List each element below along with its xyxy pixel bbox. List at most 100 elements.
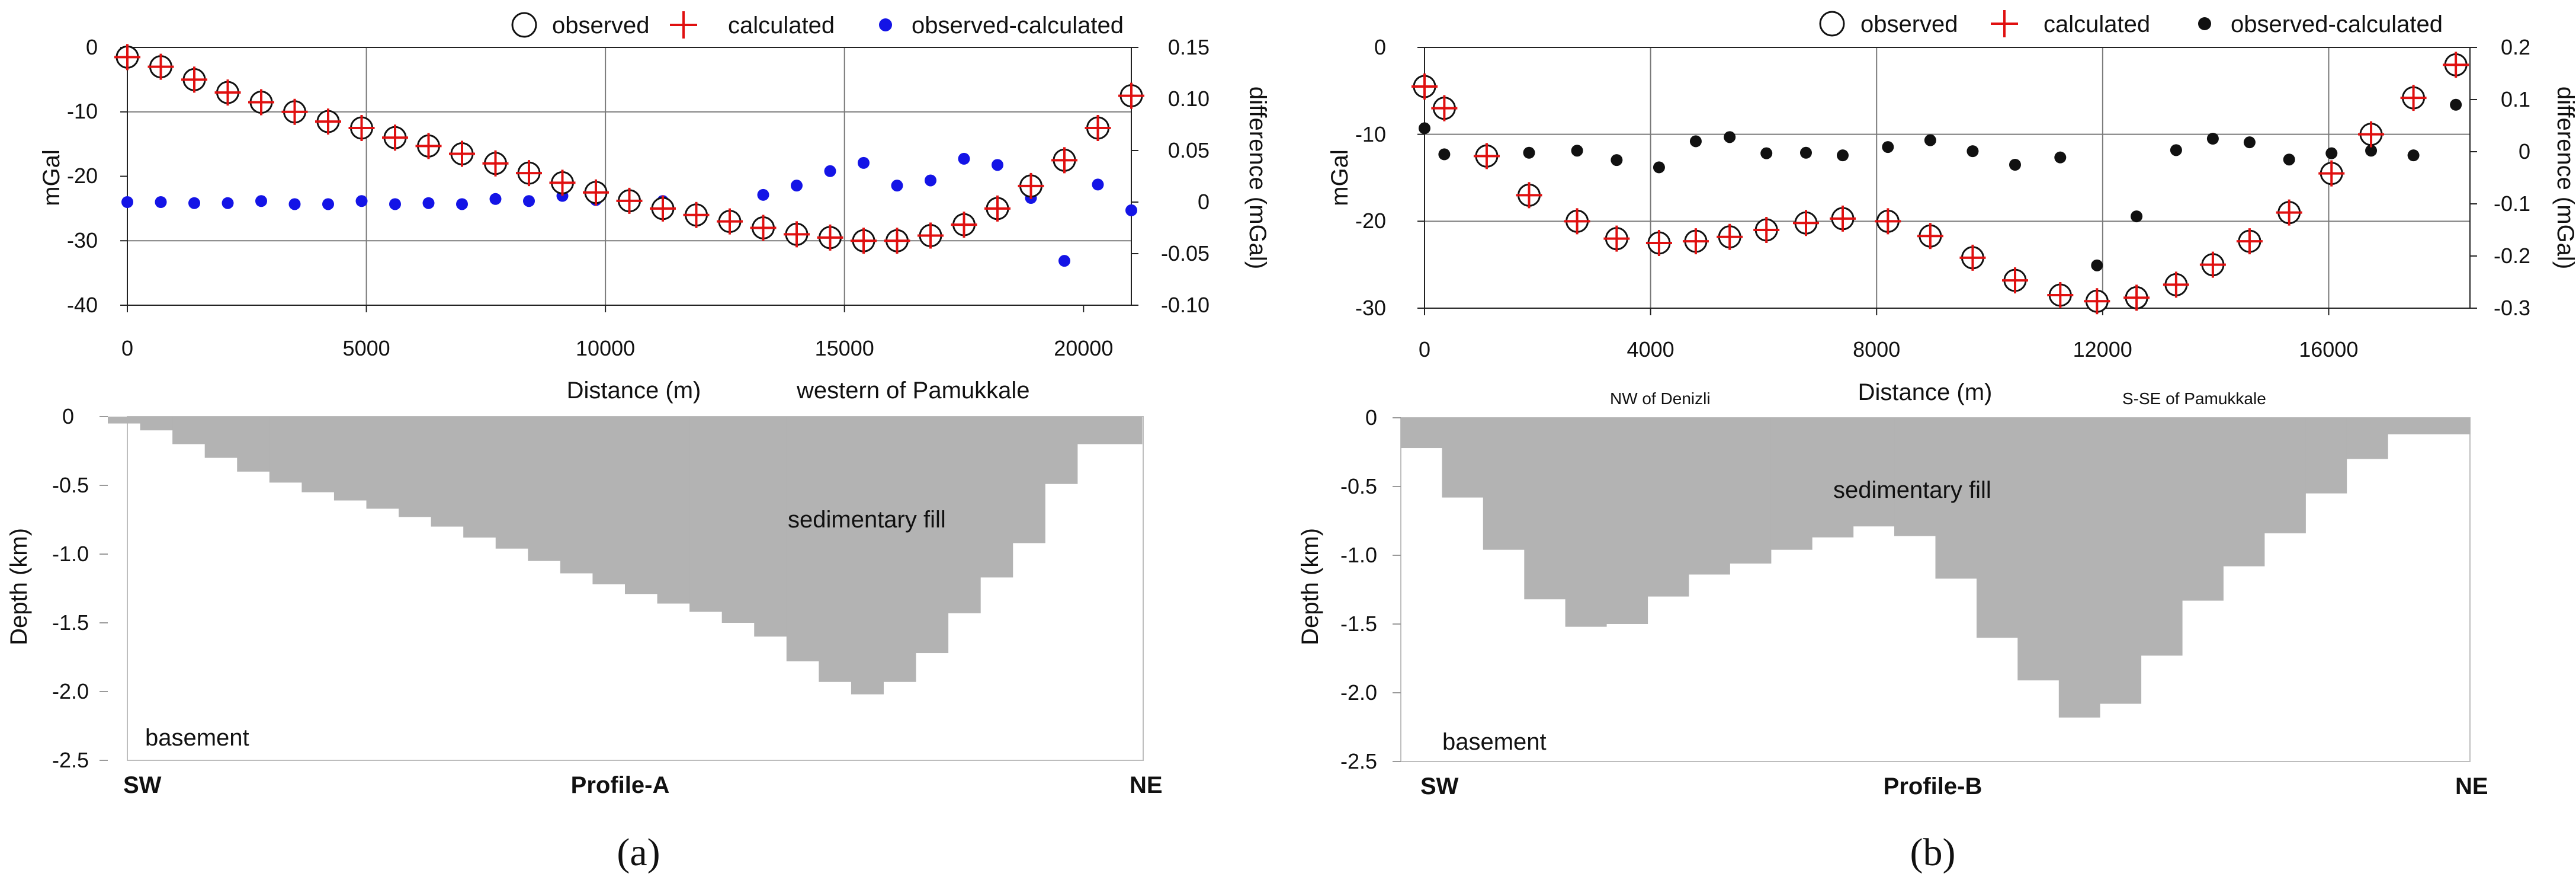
fill-segment	[786, 417, 819, 661]
observed-calculated-point	[1882, 141, 1894, 153]
calculated-point	[2047, 282, 2074, 308]
calculated-point	[1118, 82, 1144, 109]
legend-diff-label: observed-calculated	[2231, 11, 2443, 37]
fill-segment	[592, 417, 625, 585]
series-b	[1411, 52, 2469, 315]
x-tick: 0	[1419, 337, 1430, 361]
observed-calculated-point	[1724, 131, 1736, 143]
depth-tick: 0	[62, 404, 74, 428]
fill-segment	[1647, 418, 1689, 597]
depth-axis-label-b: Depth (km)	[1297, 528, 1323, 645]
fill-segment	[528, 417, 561, 561]
fill-segment	[1483, 418, 1525, 550]
y2-ticks-b: 0.2 0.1 0 -0.1 -0.2 -0.3	[2494, 35, 2530, 320]
y2-tick: -0.1	[2494, 191, 2530, 216]
depth-tick: -1.0	[1340, 543, 1377, 567]
fill-segment	[2017, 418, 2059, 681]
calculated-point	[382, 124, 408, 151]
fill-segment	[2346, 418, 2388, 459]
calculated-point	[750, 215, 777, 241]
sedimentary-fill-a	[100, 416, 1143, 761]
observed-calculated-point	[288, 198, 301, 210]
fill-segment	[980, 417, 1013, 578]
fill-segment	[1976, 418, 2018, 638]
depth-axis-label-a: Depth (km)	[6, 528, 32, 645]
depth-tick: -2.0	[1340, 680, 1377, 705]
x-axis-label-a: Distance (m)	[567, 377, 701, 404]
calculated-point	[650, 195, 676, 222]
calculated-point	[1917, 223, 1943, 249]
calculated-point	[1645, 230, 1672, 256]
calculated-point	[2443, 52, 2469, 78]
observed-calculated-point	[2131, 210, 2143, 223]
y-tick: -40	[67, 293, 98, 317]
y-axis-label-a: mGal	[39, 149, 65, 206]
calculated-point	[1085, 114, 1111, 141]
legend-a: observed calculated observed-calculated	[511, 11, 1124, 39]
calculated-point	[147, 53, 174, 80]
calculated-point	[1564, 208, 1590, 235]
chart-a-depth: 0 -0.5 -1.0 -1.5 -2.0 -2.5 Depth (km) se…	[6, 404, 1163, 798]
plot-frame-a	[127, 47, 1132, 306]
fill-segment	[560, 417, 593, 574]
calculated-point	[583, 179, 609, 206]
x-tick: 5000	[343, 336, 390, 360]
fill-segment	[1109, 417, 1143, 444]
sw-label-a: SW	[123, 772, 162, 798]
observed-calculated-point	[791, 180, 803, 192]
observed-calculated-point	[2365, 145, 2378, 157]
x-ticks-b: 0 4000 8000 12000 16000	[1419, 337, 2358, 361]
fill-segment	[721, 417, 755, 623]
fill-segment	[1045, 417, 1078, 484]
calculated-point	[1830, 205, 1856, 232]
calculated-point	[1753, 217, 1780, 243]
fill-segment	[1812, 418, 1854, 538]
fill-segment	[399, 417, 432, 517]
fill-segment	[2100, 418, 2142, 704]
fill-segment	[1012, 417, 1045, 543]
calculated-point	[2276, 199, 2302, 226]
calculated-point	[616, 187, 643, 214]
profile-label-a: Profile-A	[571, 772, 670, 798]
observed-calculated-point	[422, 197, 435, 209]
fill-segment	[172, 417, 206, 444]
fill-segment	[625, 417, 658, 594]
y-tick: 0	[1374, 35, 1386, 59]
calculated-point	[2001, 267, 2028, 294]
calculated-point	[2400, 85, 2427, 111]
depth-tick: -1.5	[1340, 612, 1377, 636]
annotation-b-left: NW of Denizli	[1610, 389, 1711, 408]
observed-calculated-point	[2243, 136, 2256, 149]
y-tick: -30	[67, 228, 98, 252]
observed-calculated-point	[222, 197, 234, 209]
y2-tick: -0.10	[1161, 293, 1210, 317]
fill-segment	[754, 417, 787, 637]
fill-segment	[916, 417, 949, 654]
y2-tick: 0.15	[1168, 35, 1210, 59]
profile-label-b: Profile-B	[1884, 773, 1982, 799]
fill-segment	[689, 417, 723, 612]
calculated-point	[1051, 147, 1077, 174]
fill-segment	[1606, 418, 1648, 624]
calculated-point	[1717, 223, 1743, 250]
calculated-point	[817, 224, 843, 251]
x-tick: 15000	[815, 336, 874, 360]
calculated-point	[2163, 271, 2189, 298]
calculated-point	[851, 228, 877, 254]
grid-b	[1417, 47, 2477, 315]
y2-tick: 0	[1198, 190, 1210, 214]
depth-tick: -2.5	[1340, 749, 1377, 773]
calculated-point	[2123, 284, 2150, 311]
legend-calculated-label: calculated	[2044, 11, 2150, 37]
calculated-point	[281, 98, 308, 125]
fill-segment	[883, 417, 916, 682]
y-ticks-a: 0 -10 -20 -30 -40	[67, 35, 98, 317]
fill-segment	[1853, 418, 1895, 527]
y2-tick: -0.2	[2494, 244, 2530, 268]
depth-tick: -0.5	[1340, 474, 1377, 498]
fill-segment	[1565, 418, 1607, 627]
fill-label-b: sedimentary fill	[1833, 477, 1991, 503]
fill-segment	[1894, 418, 1936, 536]
calculated-point	[1603, 225, 1630, 252]
